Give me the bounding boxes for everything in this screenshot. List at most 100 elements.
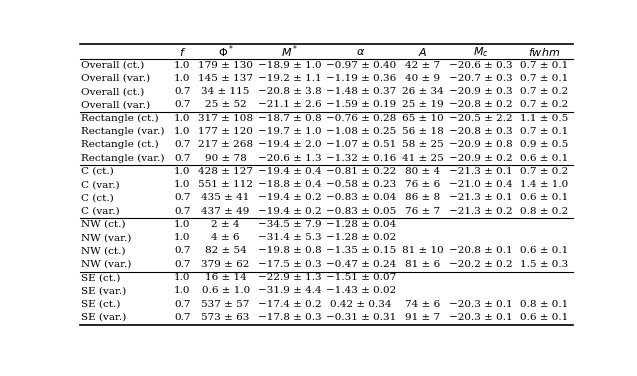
Text: 0.7 ± 0.2: 0.7 ± 0.2 xyxy=(520,167,568,176)
Text: −17.5 ± 0.3: −17.5 ± 0.3 xyxy=(257,260,321,269)
Text: −20.9 ± 0.3: −20.9 ± 0.3 xyxy=(449,87,513,96)
Text: 0.7: 0.7 xyxy=(174,193,190,202)
Text: 91 ± 7: 91 ± 7 xyxy=(405,313,441,322)
Text: Overall (ct.): Overall (ct.) xyxy=(81,87,145,96)
Text: 317 ± 108: 317 ± 108 xyxy=(198,114,253,123)
Text: $f$: $f$ xyxy=(178,46,186,58)
Text: −1.07 ± 0.51: −1.07 ± 0.51 xyxy=(326,140,396,149)
Text: −0.97 ± 0.40: −0.97 ± 0.40 xyxy=(326,61,396,70)
Text: Rectangle (ct.): Rectangle (ct.) xyxy=(81,114,159,123)
Text: −31.4 ± 5.3: −31.4 ± 5.3 xyxy=(257,233,321,242)
Text: 81 ± 6: 81 ± 6 xyxy=(405,260,441,269)
Text: −1.28 ± 0.02: −1.28 ± 0.02 xyxy=(326,233,396,242)
Text: −21.0 ± 0.4: −21.0 ± 0.4 xyxy=(449,180,513,189)
Text: −20.3 ± 0.1: −20.3 ± 0.1 xyxy=(449,313,513,322)
Text: 41 ± 25: 41 ± 25 xyxy=(402,153,444,162)
Text: 90 ± 78: 90 ± 78 xyxy=(204,153,247,162)
Text: −17.8 ± 0.3: −17.8 ± 0.3 xyxy=(257,313,321,322)
Text: 0.7 ± 0.1: 0.7 ± 0.1 xyxy=(520,74,568,83)
Text: 26 ± 34: 26 ± 34 xyxy=(402,87,444,96)
Text: −31.9 ± 4.4: −31.9 ± 4.4 xyxy=(257,286,321,295)
Text: −20.3 ± 0.1: −20.3 ± 0.1 xyxy=(449,300,513,309)
Text: −20.8 ± 3.8: −20.8 ± 3.8 xyxy=(257,87,321,96)
Text: 86 ± 8: 86 ± 8 xyxy=(405,193,441,202)
Text: 1.0: 1.0 xyxy=(174,273,190,282)
Text: −1.19 ± 0.36: −1.19 ± 0.36 xyxy=(326,74,396,83)
Text: 0.7: 0.7 xyxy=(174,313,190,322)
Text: Rectangle (var.): Rectangle (var.) xyxy=(81,153,164,162)
Text: −18.8 ± 0.4: −18.8 ± 0.4 xyxy=(257,180,321,189)
Text: 25 ± 19: 25 ± 19 xyxy=(402,100,444,109)
Text: −19.4 ± 0.2: −19.4 ± 0.2 xyxy=(257,207,321,215)
Text: −21.3 ± 0.1: −21.3 ± 0.1 xyxy=(449,193,513,202)
Text: 537 ± 57: 537 ± 57 xyxy=(201,300,250,309)
Text: 1.0: 1.0 xyxy=(174,180,190,189)
Text: −19.4 ± 0.4: −19.4 ± 0.4 xyxy=(257,167,321,176)
Text: −1.59 ± 0.19: −1.59 ± 0.19 xyxy=(326,100,396,109)
Text: −20.8 ± 0.1: −20.8 ± 0.1 xyxy=(449,247,513,255)
Text: −1.51 ± 0.07: −1.51 ± 0.07 xyxy=(326,273,396,282)
Text: 0.6 ± 1.0: 0.6 ± 1.0 xyxy=(201,286,250,295)
Text: 4 ± 6: 4 ± 6 xyxy=(211,233,240,242)
Text: −0.58 ± 0.23: −0.58 ± 0.23 xyxy=(326,180,396,189)
Text: 81 ± 10: 81 ± 10 xyxy=(402,247,444,255)
Text: −1.48 ± 0.37: −1.48 ± 0.37 xyxy=(326,87,396,96)
Text: 0.8 ± 0.2: 0.8 ± 0.2 xyxy=(520,207,568,215)
Text: −22.9 ± 1.3: −22.9 ± 1.3 xyxy=(257,273,321,282)
Text: −0.83 ± 0.05: −0.83 ± 0.05 xyxy=(326,207,396,215)
Text: 1.0: 1.0 xyxy=(174,114,190,123)
Text: −20.9 ± 0.8: −20.9 ± 0.8 xyxy=(449,140,513,149)
Text: −0.47 ± 0.24: −0.47 ± 0.24 xyxy=(326,260,396,269)
Text: −20.8 ± 0.2: −20.8 ± 0.2 xyxy=(449,100,513,109)
Text: −1.28 ± 0.04: −1.28 ± 0.04 xyxy=(326,220,396,229)
Text: $A$: $A$ xyxy=(419,46,427,58)
Text: 0.7 ± 0.2: 0.7 ± 0.2 xyxy=(520,100,568,109)
Text: 0.42 ± 0.34: 0.42 ± 0.34 xyxy=(330,300,392,309)
Text: −19.7 ± 1.0: −19.7 ± 1.0 xyxy=(257,127,321,136)
Text: −20.7 ± 0.3: −20.7 ± 0.3 xyxy=(449,74,513,83)
Text: −0.76 ± 0.28: −0.76 ± 0.28 xyxy=(326,114,396,123)
Text: C (ct.): C (ct.) xyxy=(81,193,114,202)
Text: 42 ± 7: 42 ± 7 xyxy=(405,61,441,70)
Text: −19.2 ± 1.1: −19.2 ± 1.1 xyxy=(257,74,321,83)
Text: 0.7: 0.7 xyxy=(174,260,190,269)
Text: −20.6 ± 1.3: −20.6 ± 1.3 xyxy=(257,153,321,162)
Text: −18.7 ± 0.8: −18.7 ± 0.8 xyxy=(257,114,321,123)
Text: 1.0: 1.0 xyxy=(174,233,190,242)
Text: 40 ± 9: 40 ± 9 xyxy=(405,74,441,83)
Text: 428 ± 127: 428 ± 127 xyxy=(198,167,253,176)
Text: 65 ± 10: 65 ± 10 xyxy=(402,114,444,123)
Text: 58 ± 25: 58 ± 25 xyxy=(402,140,444,149)
Text: 379 ± 62: 379 ± 62 xyxy=(201,260,250,269)
Text: −1.08 ± 0.25: −1.08 ± 0.25 xyxy=(326,127,396,136)
Text: 1.0: 1.0 xyxy=(174,167,190,176)
Text: Rectangle (ct.): Rectangle (ct.) xyxy=(81,140,159,149)
Text: NW (ct.): NW (ct.) xyxy=(81,247,125,255)
Text: 82 ± 54: 82 ± 54 xyxy=(204,247,247,255)
Text: 179 ± 130: 179 ± 130 xyxy=(198,61,253,70)
Text: 16 ± 14: 16 ± 14 xyxy=(204,273,247,282)
Text: $M^*$: $M^*$ xyxy=(281,44,298,60)
Text: 145 ± 137: 145 ± 137 xyxy=(198,74,253,83)
Text: $fwhm$: $fwhm$ xyxy=(528,46,560,58)
Text: NW (var.): NW (var.) xyxy=(81,260,131,269)
Text: 76 ± 7: 76 ± 7 xyxy=(405,207,441,215)
Text: Rectangle (var.): Rectangle (var.) xyxy=(81,127,164,136)
Text: 1.1 ± 0.5: 1.1 ± 0.5 xyxy=(520,114,568,123)
Text: 1.0: 1.0 xyxy=(174,127,190,136)
Text: −17.4 ± 0.2: −17.4 ± 0.2 xyxy=(257,300,321,309)
Text: −21.3 ± 0.1: −21.3 ± 0.1 xyxy=(449,167,513,176)
Text: −20.8 ± 0.3: −20.8 ± 0.3 xyxy=(449,127,513,136)
Text: 217 ± 268: 217 ± 268 xyxy=(198,140,253,149)
Text: 0.7: 0.7 xyxy=(174,87,190,96)
Text: −21.3 ± 0.2: −21.3 ± 0.2 xyxy=(449,207,513,215)
Text: $\Phi^*$: $\Phi^*$ xyxy=(218,44,234,60)
Text: NW (ct.): NW (ct.) xyxy=(81,220,125,229)
Text: 2 ± 4: 2 ± 4 xyxy=(211,220,240,229)
Text: 0.7: 0.7 xyxy=(174,100,190,109)
Text: C (var.): C (var.) xyxy=(81,180,120,189)
Text: Overall (var.): Overall (var.) xyxy=(81,74,150,83)
Text: 74 ± 6: 74 ± 6 xyxy=(405,300,441,309)
Text: 0.6 ± 0.1: 0.6 ± 0.1 xyxy=(520,193,568,202)
Text: −0.81 ± 0.22: −0.81 ± 0.22 xyxy=(326,167,396,176)
